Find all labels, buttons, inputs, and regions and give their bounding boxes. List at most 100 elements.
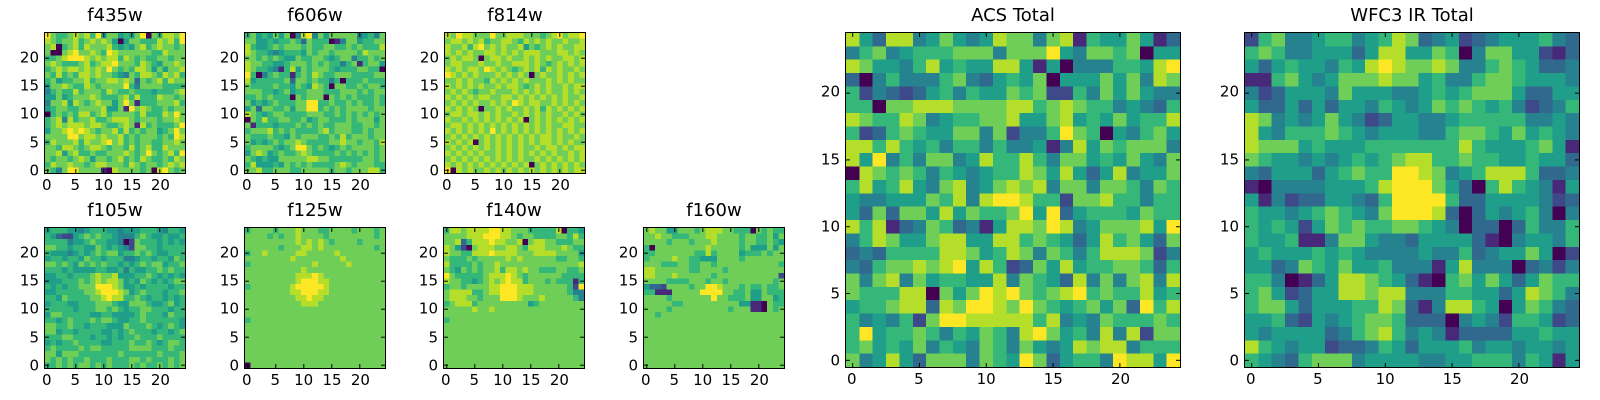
heatmap-cell <box>157 340 163 346</box>
heatmap-cell <box>45 351 51 357</box>
heatmap-cell <box>516 328 523 335</box>
heatmap-cell <box>501 94 507 101</box>
heatmap-cell <box>306 272 313 279</box>
heatmap-cell <box>846 206 860 221</box>
heatmap-cell <box>473 105 479 112</box>
heatmap-cell <box>329 66 335 73</box>
heatmap-cell <box>1059 153 1074 167</box>
heatmap-cell <box>562 139 569 146</box>
heatmap-cell <box>329 49 335 56</box>
heatmap-cell <box>368 44 374 50</box>
heatmap-cell <box>517 77 524 84</box>
heatmap-cell <box>886 73 900 87</box>
heatmap-cell <box>477 272 484 279</box>
heatmap-cell <box>688 306 695 313</box>
heatmap-cell <box>649 250 656 257</box>
heatmap-cell <box>179 356 185 363</box>
heatmap-cell <box>340 278 346 285</box>
heatmap-cell <box>351 351 358 357</box>
heatmap-cell <box>89 317 96 324</box>
heatmap-cell <box>357 284 363 290</box>
heatmap-cell <box>483 356 489 363</box>
heatmap-cell <box>501 161 507 168</box>
heatmap-cell <box>145 328 152 335</box>
heatmap-cell <box>992 113 1007 127</box>
heatmap-cell <box>261 284 268 290</box>
heatmap-cell <box>484 111 490 118</box>
heatmap-cell <box>117 228 124 234</box>
heatmap-cell <box>256 334 262 341</box>
heatmap-cell <box>568 77 574 84</box>
heatmap-cell <box>56 111 62 118</box>
heatmap-cell <box>256 306 262 313</box>
heatmap-cell <box>528 295 534 301</box>
heatmap-cell <box>488 272 495 279</box>
heatmap-cell <box>579 89 585 95</box>
heatmap-cell <box>245 61 251 67</box>
heatmap-cell <box>173 284 180 290</box>
heatmap-cell <box>73 38 79 45</box>
heatmap-cell <box>859 126 873 141</box>
heatmap-cell <box>523 161 530 168</box>
heatmap-cell <box>301 105 307 112</box>
heatmap-cell <box>450 44 457 50</box>
heatmap-cell <box>501 111 507 118</box>
heatmap-cell <box>529 89 535 95</box>
heatmap-cell <box>61 122 68 129</box>
heatmap-cell <box>912 126 927 141</box>
heatmap-cell <box>101 38 107 45</box>
heatmap-cell <box>711 289 717 296</box>
heatmap-cell <box>84 145 90 151</box>
heatmap-cell <box>744 295 751 301</box>
heatmap-cell <box>89 284 96 290</box>
heatmap-cell <box>506 33 513 39</box>
heatmap-cell <box>284 289 290 296</box>
heatmap-cell <box>455 334 461 341</box>
heatmap-cell <box>73 150 79 157</box>
heatmap-cell <box>345 306 352 313</box>
heatmap-cell <box>477 345 484 352</box>
heatmap-cell <box>340 117 346 123</box>
heatmap-cell <box>666 295 673 301</box>
heatmap-cell <box>578 340 584 346</box>
heatmap-cell <box>129 38 135 45</box>
heatmap-cell <box>89 89 96 95</box>
heatmap-cell <box>78 323 85 329</box>
heatmap-cell <box>89 122 96 129</box>
heatmap-cell <box>1006 113 1020 127</box>
heatmap-cell <box>494 289 501 296</box>
heatmap-cell <box>340 300 346 307</box>
heatmap-cell <box>78 66 85 73</box>
heatmap-cell <box>368 256 374 262</box>
heatmap-cell <box>473 83 479 90</box>
heatmap-cell <box>273 145 279 151</box>
heatmap-cell <box>655 340 661 346</box>
heatmap-cell <box>516 250 523 257</box>
heatmap-cell <box>73 261 79 268</box>
heatmap-cell <box>455 300 461 307</box>
heatmap-cell <box>368 345 374 352</box>
heatmap-cell <box>61 128 68 134</box>
heatmap-cell <box>473 139 479 146</box>
heatmap-cell <box>533 267 540 273</box>
heatmap-cell <box>450 38 457 45</box>
heatmap-cell <box>966 86 980 101</box>
heatmap-cell <box>506 77 513 84</box>
heatmap-cell <box>506 139 513 146</box>
heatmap-cell <box>301 295 307 301</box>
heatmap-cell <box>145 49 152 56</box>
heatmap-cell <box>289 228 296 234</box>
heatmap-cell <box>550 356 557 363</box>
heatmap-cell <box>250 323 257 329</box>
heatmap-cell <box>140 100 146 106</box>
heatmap-cell <box>545 128 552 134</box>
heatmap-cell <box>373 61 380 67</box>
heatmap-cell <box>256 150 262 157</box>
heatmap-cell <box>683 267 689 273</box>
heatmap-cell <box>357 340 363 346</box>
heatmap-cell <box>666 317 673 324</box>
heatmap-cell <box>655 250 661 257</box>
heatmap-cell <box>728 351 734 357</box>
heatmap-cell <box>173 44 180 50</box>
heatmap-cell <box>45 117 51 123</box>
